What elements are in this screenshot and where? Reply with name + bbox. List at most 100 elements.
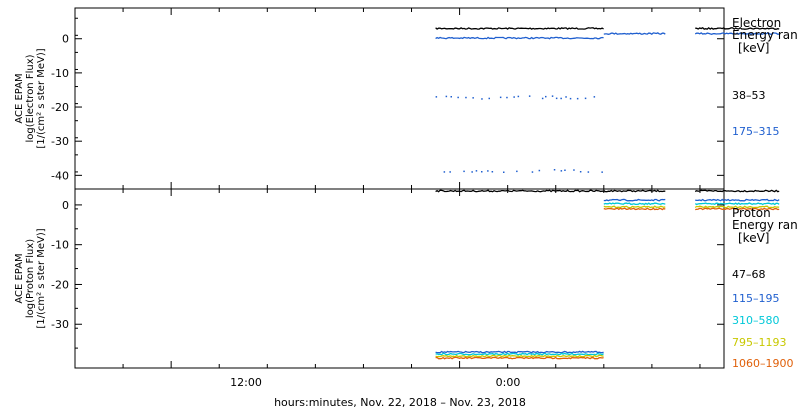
series-trace <box>694 205 780 209</box>
scatter-point <box>541 97 544 100</box>
scatter-point <box>576 97 579 100</box>
scatter-point <box>449 171 451 173</box>
series-trace <box>694 32 780 36</box>
proton-panel: 0 -10 -20 -30 ACE EPAM log(Proton Flux) [1/(cm… <box>14 188 780 369</box>
scatter-point <box>560 97 562 100</box>
scatter-point <box>472 97 474 99</box>
y-axis-label-line: [1/(cm² s ster MeV)] <box>36 228 47 328</box>
scatter-point <box>560 170 563 172</box>
electron-legend-title: Electron <box>732 16 782 30</box>
scatter-point <box>513 96 515 98</box>
series-trace <box>435 356 604 360</box>
electron-legend-unit: [keV] <box>738 41 770 55</box>
x-tick-label-12: 12:00 <box>230 376 262 389</box>
scatter-point <box>481 171 483 173</box>
scatter-point <box>481 98 483 100</box>
y-axis-label-line: [1/(cm² s ster MeV)] <box>36 48 47 148</box>
series-175-315 <box>435 32 780 173</box>
scatter-point <box>445 95 448 98</box>
series-trace <box>695 198 780 202</box>
series-trace <box>603 207 666 211</box>
scatter-point <box>579 171 582 173</box>
scatter-point <box>491 171 494 173</box>
y-tick-label: -40 <box>51 169 69 182</box>
scatter-point <box>506 96 508 99</box>
legend-item-proton-795-1193: 795–1193 <box>732 336 787 349</box>
scatter-point <box>499 96 502 99</box>
series-trace <box>435 352 604 356</box>
y-tick-label: -30 <box>51 318 69 331</box>
y-tick-label: -10 <box>51 239 69 252</box>
y-tick-label: -30 <box>51 135 69 148</box>
scatter-point <box>528 95 531 97</box>
plot-frame <box>74 188 725 369</box>
scatter-point <box>538 169 541 172</box>
scatter-point <box>471 171 473 173</box>
legend-item-electron-175-315: 175–315 <box>732 125 780 138</box>
scatter-point <box>531 171 534 173</box>
scatter-point <box>564 169 566 171</box>
series-trace <box>435 189 604 193</box>
x-axis-label: hours:minutes, Nov. 22, 2018 – Nov. 23, … <box>274 396 526 409</box>
scatter-point <box>551 95 554 97</box>
series-trace <box>603 32 666 35</box>
y-axis-label: ACE EPAM log(Electron Flux) [1/(cm² s ster… <box>14 48 47 148</box>
legend-item-proton-47-68: 47–68 <box>732 268 766 281</box>
series-38-53 <box>435 26 780 31</box>
y-tick-label: -10 <box>51 67 69 80</box>
series-trace <box>435 350 604 354</box>
y-axis-label-line: ACE EPAM <box>14 73 25 123</box>
scatter-point <box>475 170 478 172</box>
legend-item-proton-115-195: 115–195 <box>732 292 780 305</box>
electron-legend-subtitle: Energy ran <box>732 28 798 42</box>
scatter-point <box>443 171 446 173</box>
series-1060-1900 <box>435 207 780 360</box>
scatter-point <box>569 97 572 100</box>
series-47-68 <box>435 189 780 193</box>
proton-legend-unit: [keV] <box>738 231 770 245</box>
legend-item-proton-310-580: 310–580 <box>732 314 780 327</box>
series-795-1193 <box>435 205 780 358</box>
scatter-point <box>584 97 587 100</box>
series-trace <box>603 198 666 202</box>
scatter-point <box>516 170 518 173</box>
scatter-point <box>593 96 596 98</box>
scatter-point <box>488 97 490 100</box>
legend-item-electron-38-53: 38–53 <box>732 89 766 102</box>
scatter-point <box>555 97 558 100</box>
y-axis-label-line: log(Electron Flux) <box>25 54 36 142</box>
scatter-point <box>553 169 556 171</box>
series-trace <box>435 354 604 358</box>
series-trace <box>694 189 780 193</box>
scatter-point <box>517 95 520 98</box>
proton-legend-subtitle: Energy ran <box>732 218 798 232</box>
series-trace <box>603 205 666 209</box>
y-tick-label: -20 <box>51 278 69 291</box>
series-trace <box>603 189 666 193</box>
electron-legend: Electron Energy ran [keV] <box>732 17 798 55</box>
scatter-point <box>450 96 452 98</box>
scatter-point <box>587 171 590 173</box>
y-axis-label: ACE EPAM log(Proton Flux) [1/(cm² s ster M… <box>14 228 47 328</box>
proton-legend-title: Proton <box>732 206 771 220</box>
scatter-point <box>545 95 547 98</box>
proton-legend: Proton Energy ran [keV] <box>732 207 798 245</box>
scatter-point <box>573 169 575 171</box>
scatter-point <box>463 170 465 173</box>
scatter-point <box>503 171 505 173</box>
scatter-point <box>601 171 603 173</box>
legend-item-proton-1060-1900: 1060–1900 <box>732 357 794 370</box>
y-axis-label-line: ACE EPAM <box>14 253 25 303</box>
y-tick-label: -20 <box>51 101 69 114</box>
series-trace <box>695 207 780 211</box>
series-trace <box>435 36 604 40</box>
y-tick-label: 0 <box>62 33 69 46</box>
y-axis-label-line: log(Proton Flux) <box>25 239 36 318</box>
series-115-195 <box>435 198 780 354</box>
scatter-point <box>565 96 567 98</box>
scatter-point <box>435 96 438 98</box>
x-tick-label-0: 0:00 <box>496 376 521 389</box>
series-trace <box>435 27 604 31</box>
